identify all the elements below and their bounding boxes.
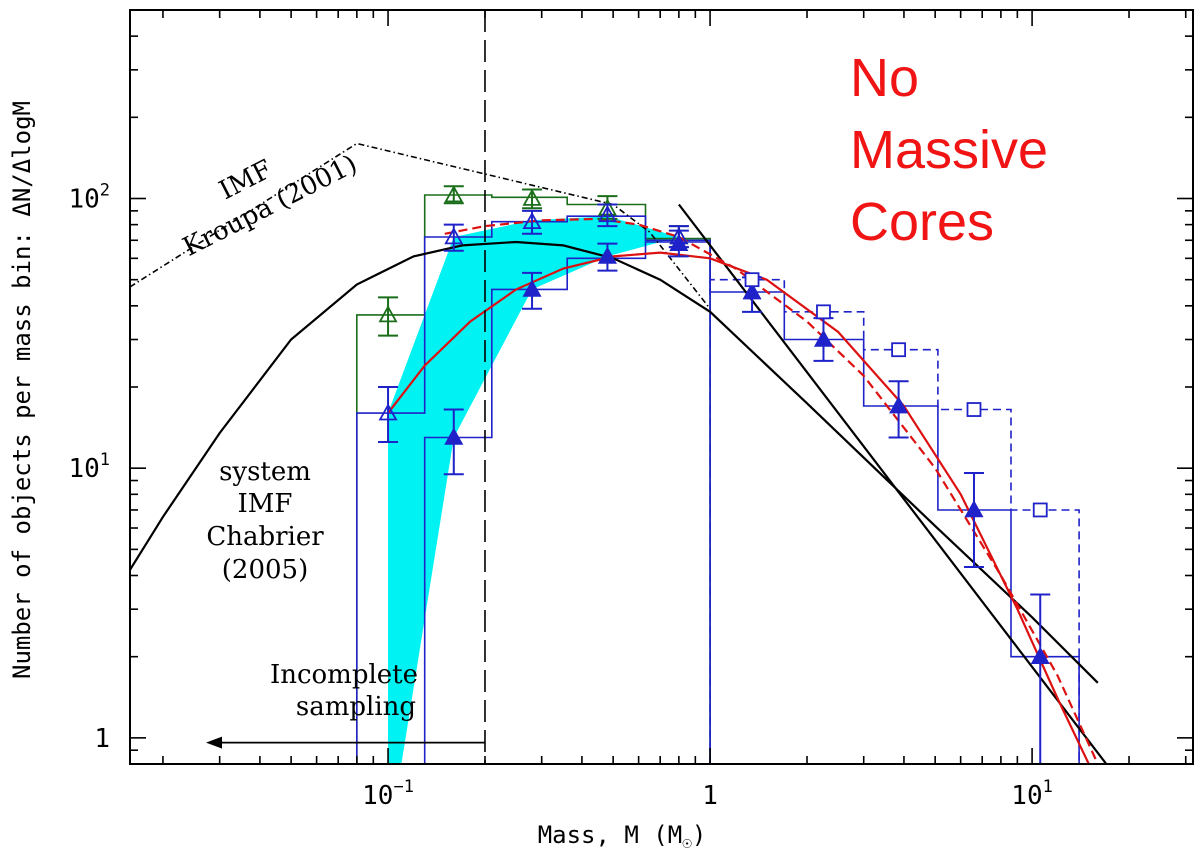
incomplete-label-line2: sampling: [296, 692, 416, 722]
x-tick-label-1: 1: [702, 781, 718, 811]
plot-content: [130, 10, 1130, 764]
cyan-band: [388, 216, 679, 764]
blue-filled-triangle-7: [964, 500, 984, 518]
chabrier-imf-curve: [130, 240, 1099, 684]
annotations: IMF Kroupa (2001) system IMF Chabrier (2…: [178, 48, 1048, 722]
blue-open-square-4: [1032, 502, 1048, 518]
plot-area: [130, 10, 1130, 764]
blue-filled-triangle-0: [444, 427, 464, 445]
blue-open-square-2: [891, 342, 907, 358]
blue-filled-triangle-2: [597, 246, 617, 264]
blue-filled-triangle-5: [813, 329, 834, 347]
kroupa-label-line2: Kroupa (2001): [178, 149, 362, 262]
power-law-fit-line: [678, 203, 1108, 764]
incomplete-arrow-head: [206, 736, 223, 749]
blue-open-triangle-0: [378, 403, 398, 421]
no-massive-label-line1: No: [850, 48, 919, 108]
y-tick-label-1: 101: [68, 450, 110, 484]
y-tick-label-2: 102: [68, 181, 110, 215]
green-open-triangle-0: [378, 305, 398, 323]
green-open-triangle-1: [444, 185, 464, 203]
blue-filled-triangle-8: [1030, 646, 1050, 664]
blue-filled-histogram: [423, 241, 1080, 764]
blue-filled-triangle-3: [669, 233, 689, 251]
blue-open-square-0: [744, 272, 760, 288]
chabrier-label-line3: Chabrier: [206, 522, 324, 552]
no-massive-label-line3: Cores: [850, 192, 994, 252]
blue-filled-triangle-1: [522, 279, 542, 297]
x-tick-label-0: 10−1: [362, 777, 414, 811]
blue-filled-triangle-6: [889, 396, 909, 414]
blue-open-triangle-1: [444, 227, 464, 245]
y-axis-label: Number of objects per mass bin: ΔN/ΔlogM: [8, 101, 36, 679]
axis-ticks: [130, 9, 1193, 765]
blue-filled-triangle-4: [742, 282, 762, 300]
blue-open-triangle-2: [522, 211, 542, 230]
green-open-triangle-2: [522, 188, 542, 206]
red-dashed-lognormal-fit: [444, 217, 1099, 764]
blue-open-square-1: [816, 304, 831, 320]
x-tick-label-2: 101: [1011, 777, 1053, 811]
x-axis-label: Mass, M (M☉): [538, 821, 707, 852]
incomplete-label-line1: Incomplete: [270, 660, 418, 690]
green-histogram: [356, 194, 711, 764]
chabrier-label-line1: system: [219, 457, 311, 487]
blue-open-triangle-3: [597, 204, 617, 223]
chabrier-label-line2: IMF: [238, 489, 293, 519]
blue-open-square-3: [966, 402, 982, 417]
no-massive-label-line2: Massive: [850, 120, 1048, 180]
y-tick-label-0: 1: [94, 724, 110, 754]
chabrier-label-line4: (2005): [222, 555, 308, 585]
tick-labels: 10−1 1 101 1 101 102: [68, 181, 1052, 812]
